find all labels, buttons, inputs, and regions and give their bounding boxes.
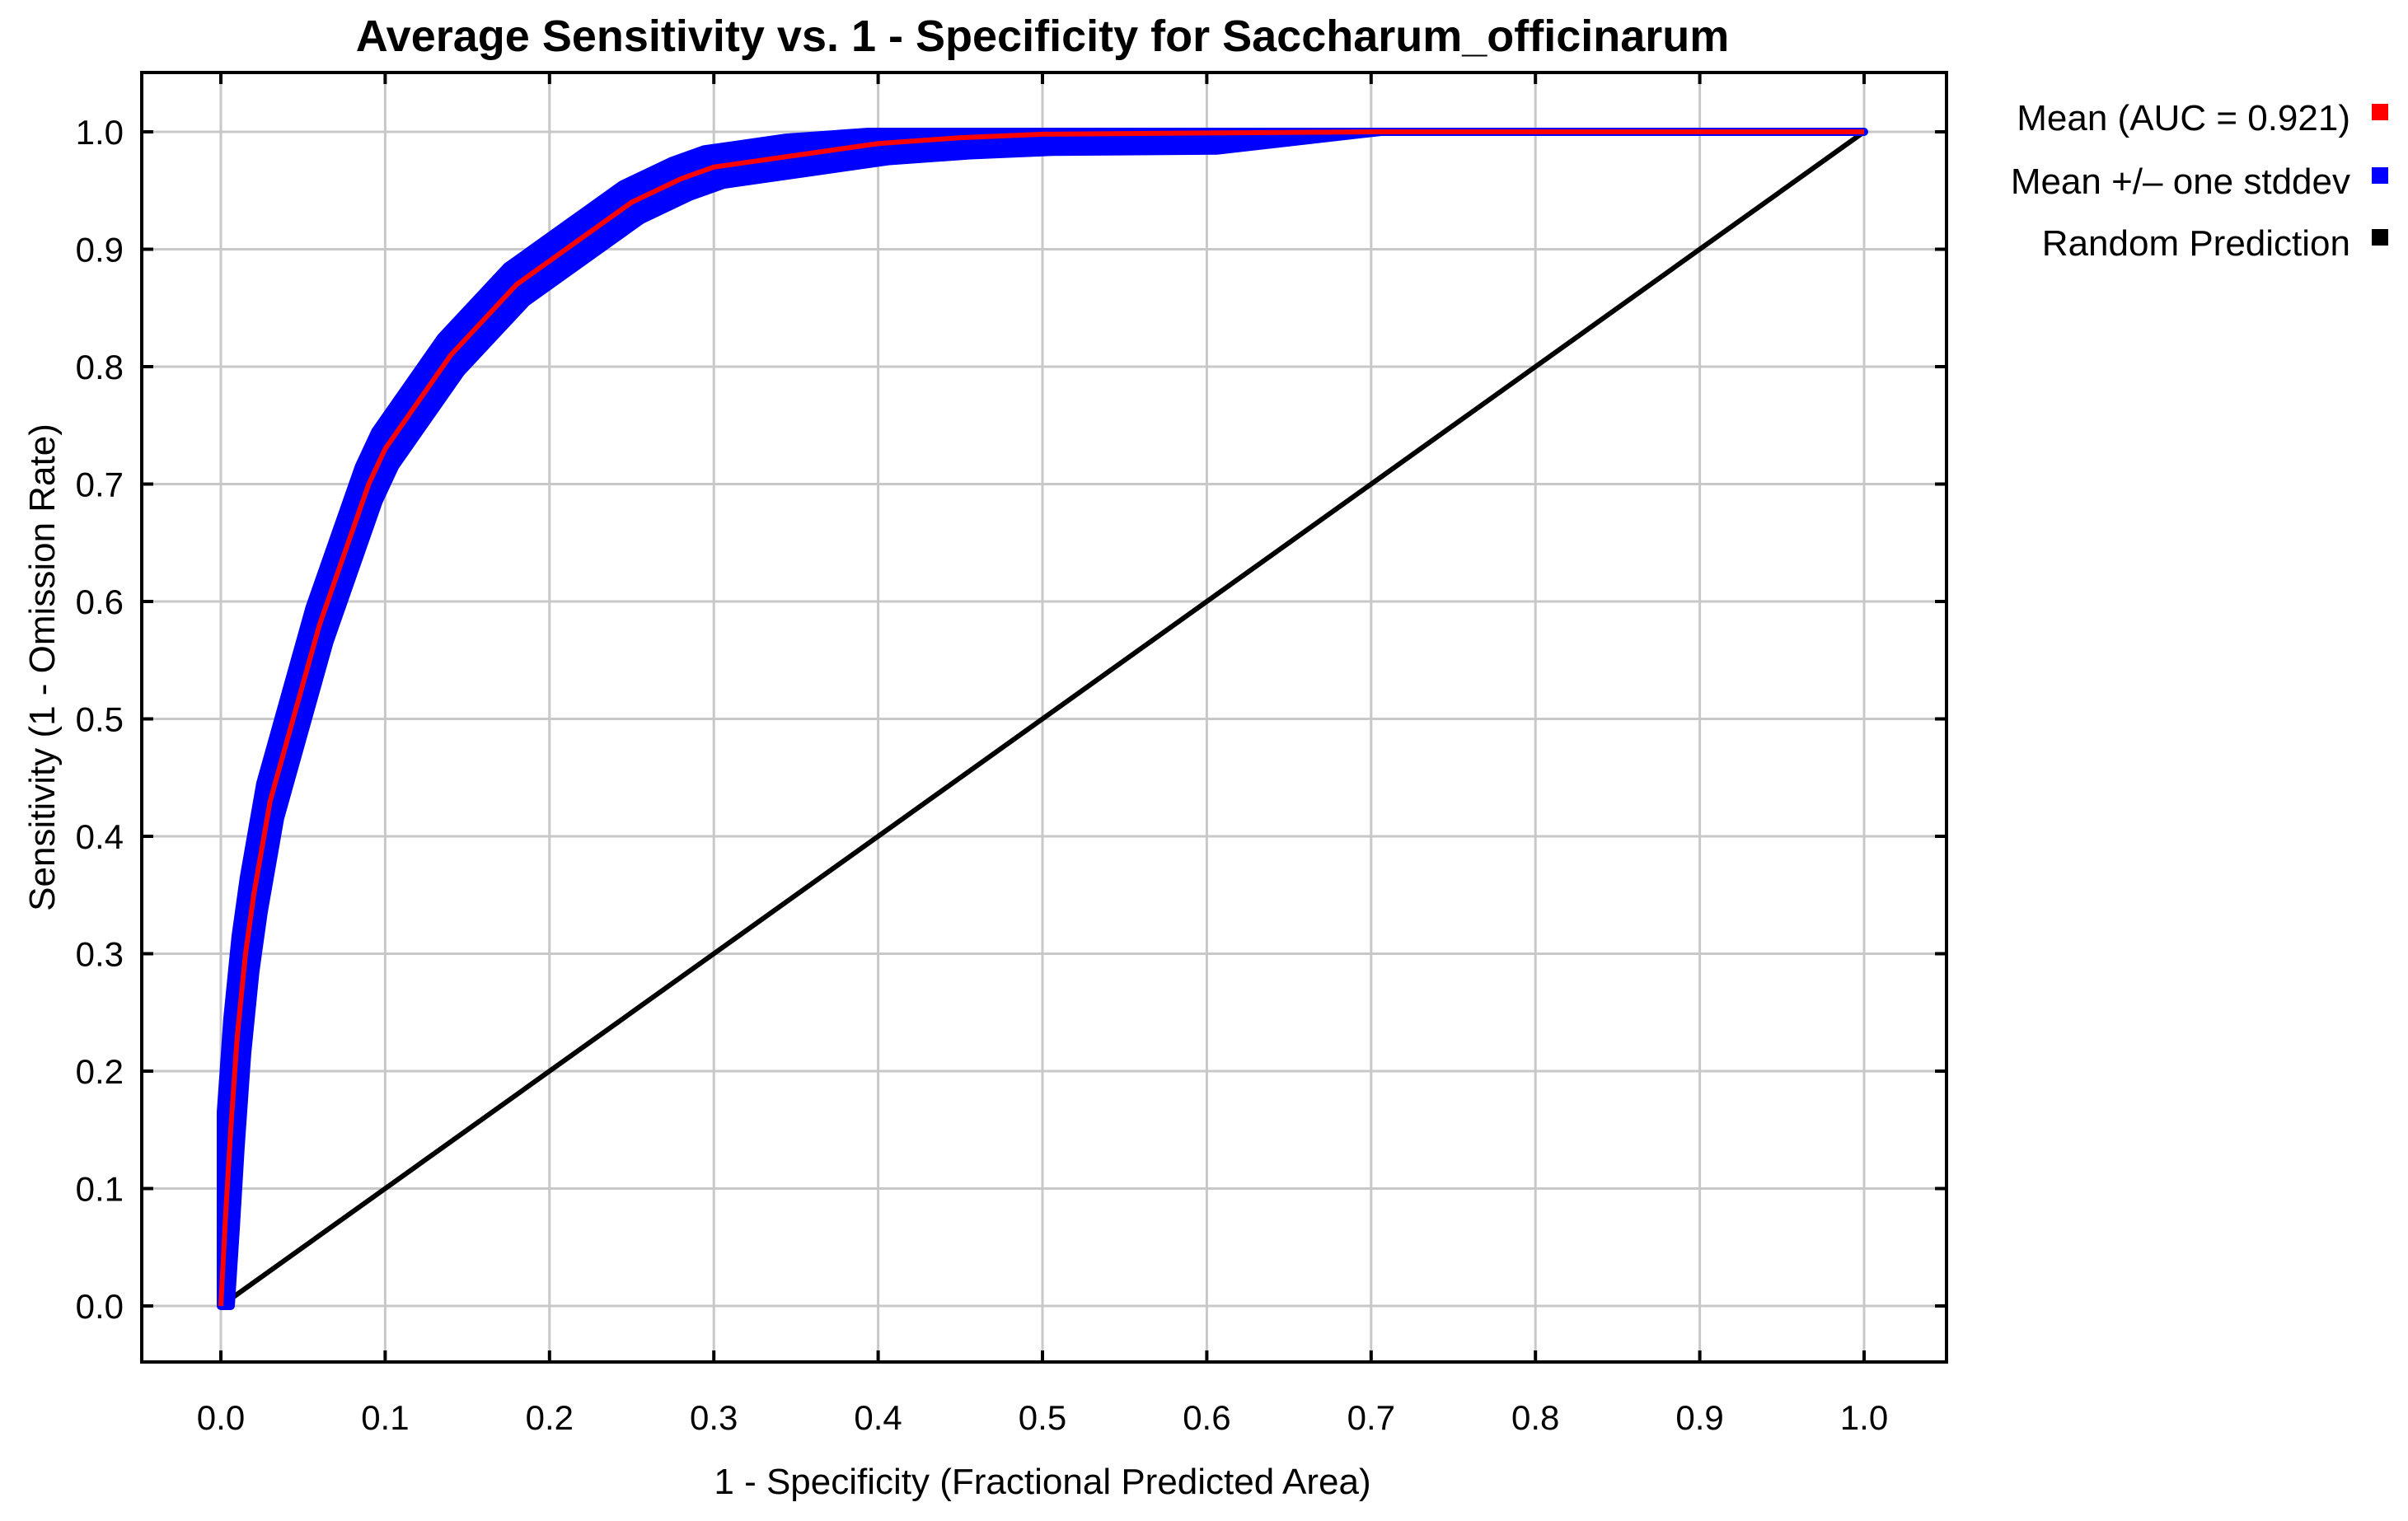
x-tick-label: 0.4 (854, 1398, 902, 1437)
legend-swatch-stddev (2372, 167, 2388, 184)
legend-label-mean: Mean (AUC = 0.921) (2017, 98, 2350, 138)
legend-swatch-mean (2372, 104, 2388, 120)
x-tick-label: 0.0 (197, 1398, 245, 1437)
x-tick-label: 0.6 (1183, 1398, 1230, 1437)
y-tick-label: 0.8 (76, 348, 124, 386)
y-tick-label: 0.4 (76, 817, 124, 856)
legend-swatch-random (2372, 229, 2388, 246)
random-prediction-line (219, 129, 1866, 1308)
y-tick-label: 0.2 (76, 1052, 124, 1091)
x-tick-label: 0.9 (1675, 1398, 1723, 1437)
x-tick-label: 0.2 (526, 1398, 574, 1437)
legend-item-stddev: Mean +/– one stddev (2011, 161, 2388, 202)
tick-marks (142, 73, 1947, 1362)
x-tick-labels: 0.0 0.1 0.2 0.3 0.4 0.5 0.6 0.7 0.8 0.9 1.0 (197, 1398, 1888, 1437)
legend-item-random: Random Prediction (2042, 223, 2388, 264)
y-tick-label: 0.5 (76, 700, 124, 739)
y-tick-label: 0.6 (76, 583, 124, 621)
y-tick-label: 0.9 (76, 231, 124, 269)
x-tick-label: 0.1 (361, 1398, 409, 1437)
y-tick-label: 0.0 (76, 1287, 124, 1326)
y-tick-label: 0.1 (76, 1170, 124, 1209)
x-axis-label: 1 - Specificity (Fractional Predicted Ar… (714, 1462, 1370, 1502)
legend-item-mean: Mean (AUC = 0.921) (2017, 98, 2388, 138)
x-tick-label: 1.0 (1840, 1398, 1888, 1437)
mean-curve (218, 129, 1864, 1307)
x-tick-label: 0.3 (690, 1398, 738, 1437)
x-tick-label: 0.7 (1347, 1398, 1395, 1437)
legend: Mean (AUC = 0.921) Mean +/– one stddev R… (2011, 98, 2388, 264)
y-tick-labels: 0.0 0.1 0.2 0.3 0.4 0.5 0.6 0.7 0.8 0.9 1.0 (76, 113, 124, 1326)
y-tick-label: 1.0 (76, 113, 124, 152)
x-tick-label: 0.5 (1019, 1398, 1066, 1437)
y-tick-label: 0.7 (76, 466, 124, 504)
chart-title: Average Sensitivity vs. 1 - Specificity … (356, 12, 1730, 61)
x-tick-label: 0.8 (1511, 1398, 1559, 1437)
y-axis-label: Sensitivity (1 - Omission Rate) (22, 424, 63, 911)
legend-label-random: Random Prediction (2042, 223, 2350, 264)
legend-label-stddev: Mean +/– one stddev (2011, 161, 2350, 202)
series-layer (217, 128, 1868, 1310)
y-tick-label: 0.3 (76, 935, 124, 974)
plot-frame (140, 71, 1948, 1364)
